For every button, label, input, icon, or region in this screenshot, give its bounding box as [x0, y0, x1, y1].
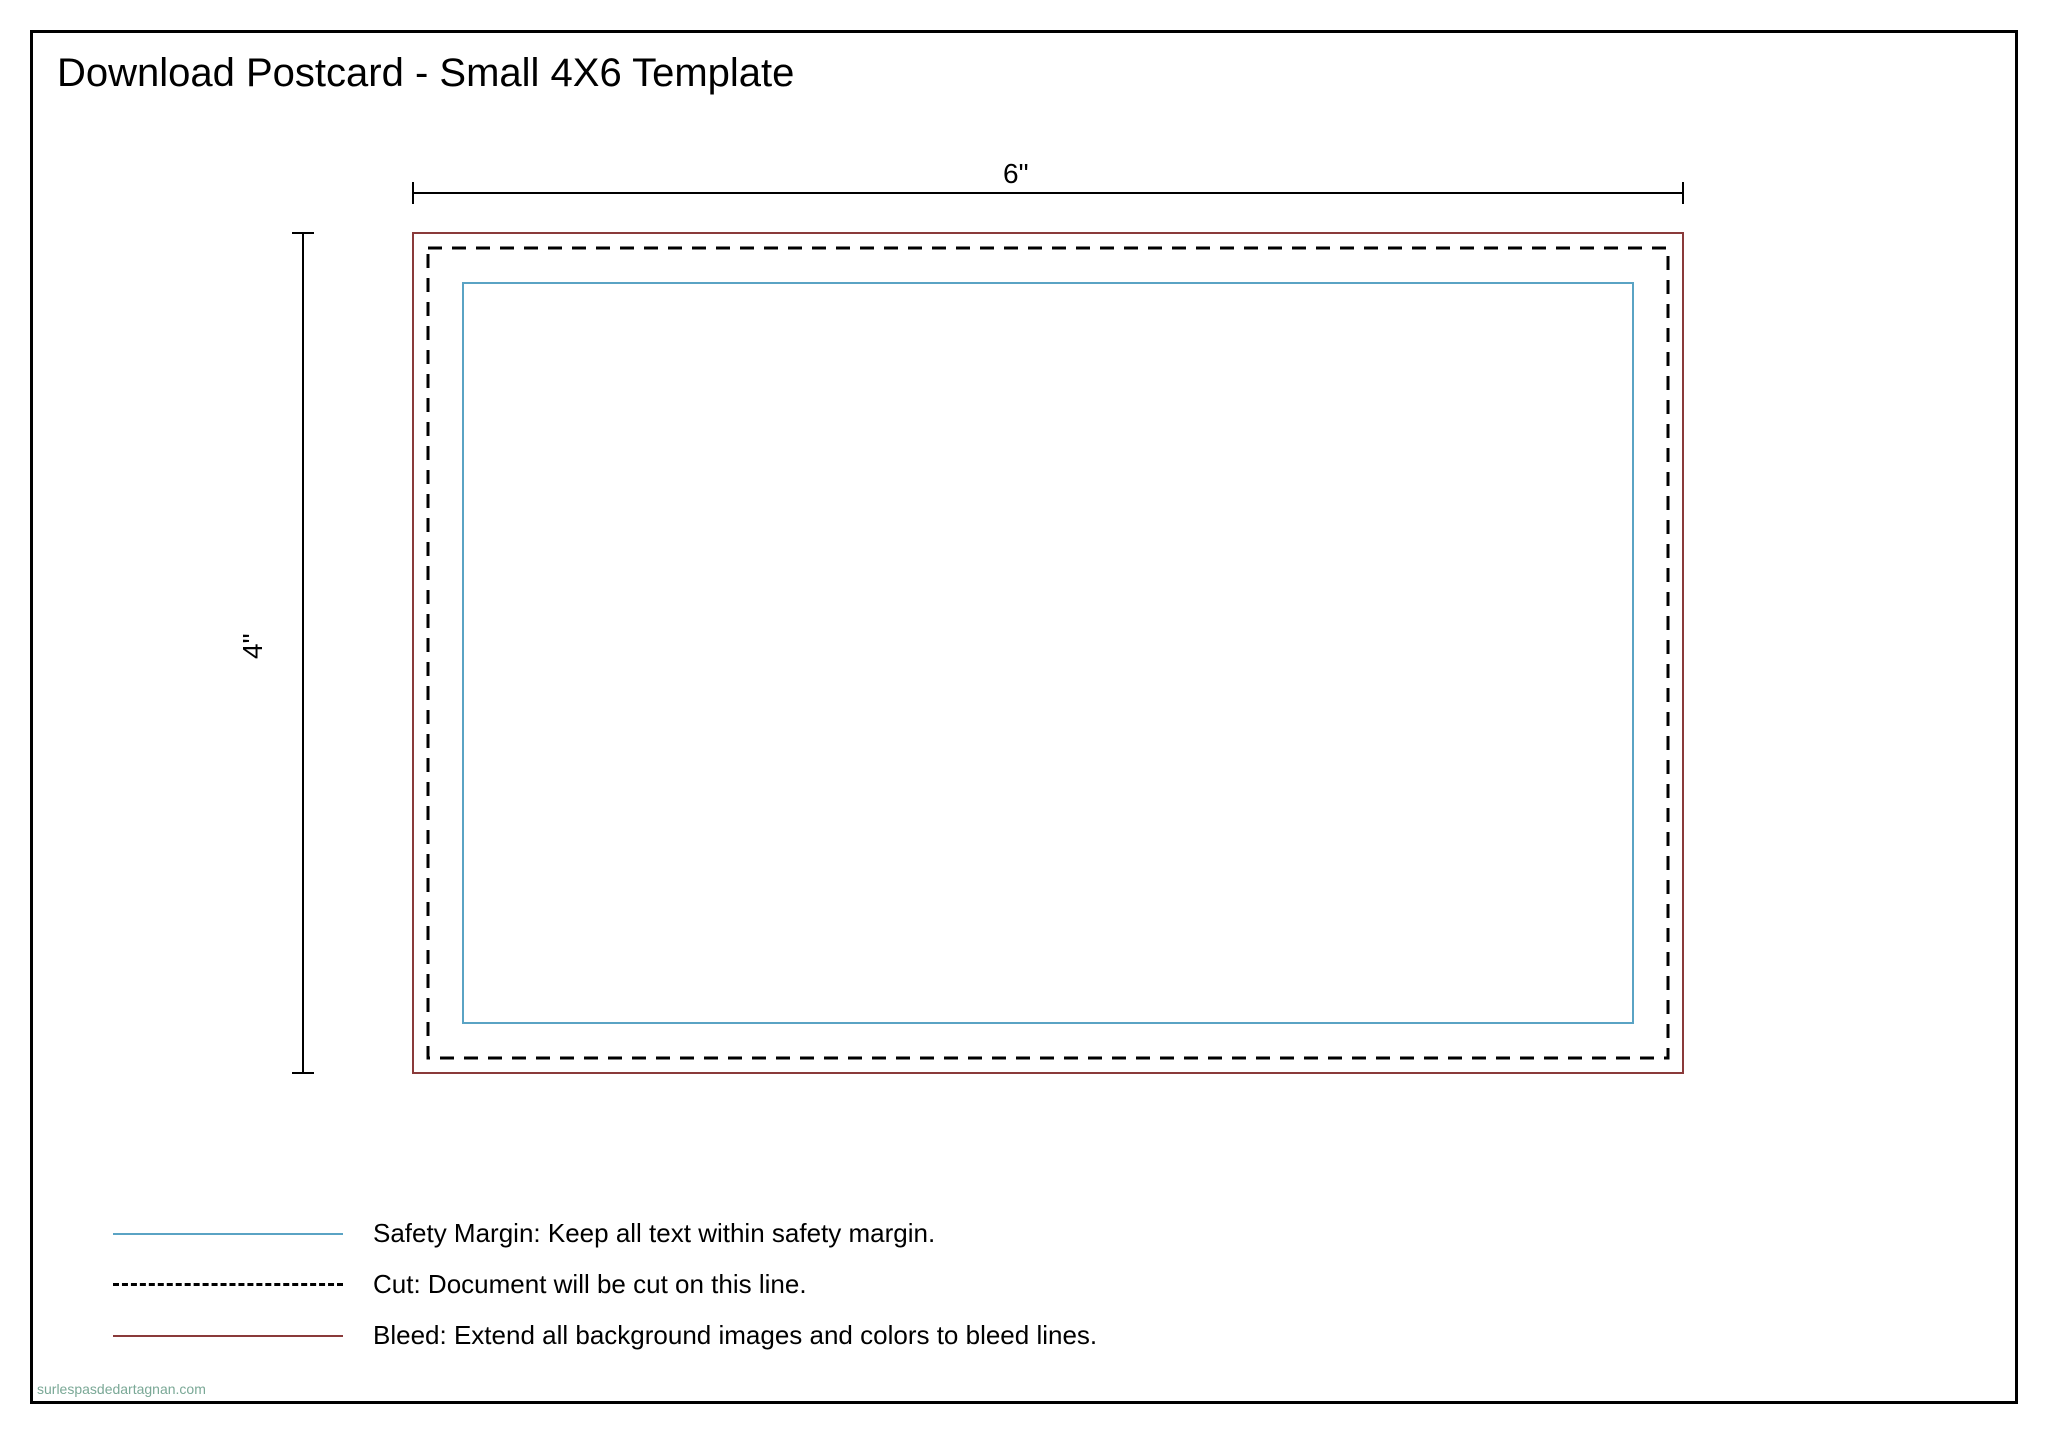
legend: Safety Margin: Keep all text within safe… [113, 1218, 1097, 1351]
document-frame: Download Postcard - Small 4X6 Template 6… [30, 30, 2018, 1404]
cut-rect [428, 248, 1668, 1058]
legend-desc-safety: Keep all text within safety margin. [548, 1218, 935, 1248]
legend-sample-bleed [113, 1335, 343, 1337]
height-dimension-label: 4" [237, 633, 269, 659]
top-dimension-line [413, 182, 1683, 204]
bleed-rect [413, 233, 1683, 1073]
legend-sample-safety [113, 1233, 343, 1235]
legend-desc-cut: Document will be cut on this line. [428, 1269, 807, 1299]
safety-rect [463, 283, 1633, 1023]
width-dimension-label: 6" [1003, 158, 1029, 190]
legend-text-cut: Cut: Document will be cut on this line. [373, 1269, 807, 1300]
legend-label-bleed: Bleed: [373, 1320, 447, 1350]
legend-text-safety: Safety Margin: Keep all text within safe… [373, 1218, 935, 1249]
legend-row-cut: Cut: Document will be cut on this line. [113, 1269, 1097, 1300]
watermark: surlespasdedartagnan.com [37, 1381, 206, 1397]
legend-row-safety: Safety Margin: Keep all text within safe… [113, 1218, 1097, 1249]
legend-label-cut: Cut: [373, 1269, 421, 1299]
template-diagram [33, 33, 2015, 1401]
legend-row-bleed: Bleed: Extend all background images and … [113, 1320, 1097, 1351]
legend-sample-cut [113, 1283, 343, 1286]
left-dimension-line [292, 233, 314, 1073]
legend-text-bleed: Bleed: Extend all background images and … [373, 1320, 1097, 1351]
legend-label-safety: Safety Margin: [373, 1218, 541, 1248]
legend-desc-bleed: Extend all background images and colors … [454, 1320, 1097, 1350]
